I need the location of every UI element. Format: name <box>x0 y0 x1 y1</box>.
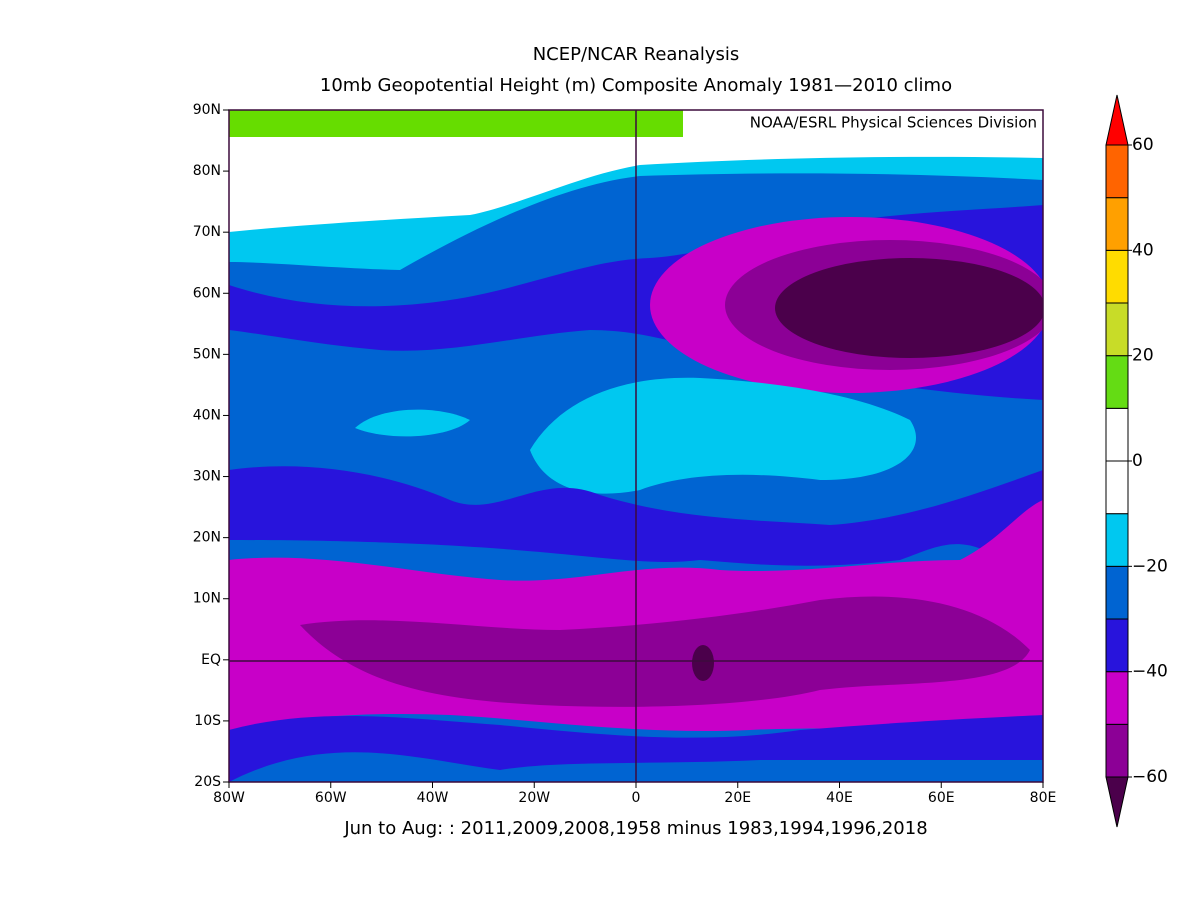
y-tick-label: 20S <box>194 774 221 790</box>
colorbar-end <box>1105 776 1129 828</box>
subtitle: 10mb Geopotential Height (m) Composite A… <box>320 75 952 96</box>
y-tick-label: 80N <box>193 163 221 179</box>
colorbar-box <box>1105 249 1129 304</box>
colorbar-box <box>1105 460 1129 515</box>
colorbar-box <box>1105 302 1129 357</box>
y-tick-label: 30N <box>193 469 221 485</box>
y-tick-label: EQ <box>201 652 221 668</box>
y-tick-label: 20N <box>193 530 221 546</box>
colorbar-box <box>1105 618 1129 673</box>
map-field <box>229 110 1043 782</box>
colorbar-label: 20 <box>1132 346 1154 366</box>
title: NCEP/NCAR Reanalysis <box>533 44 740 65</box>
colorbar-label: 60 <box>1132 135 1154 155</box>
x-tick-label: 60E <box>928 790 955 806</box>
attribution: NOAA/ESRL Physical Sciences Division <box>750 114 1037 132</box>
y-tick-label: 70N <box>193 224 221 240</box>
y-tick-label: 90N <box>193 102 221 118</box>
attribution-box <box>700 113 1040 133</box>
x-tick-label: 80W <box>213 790 245 806</box>
y-tick-label: 60N <box>193 285 221 301</box>
colorbar-label: 0 <box>1132 451 1143 471</box>
colorbar-label: −40 <box>1132 662 1168 682</box>
colorbar-box <box>1105 144 1129 199</box>
x-tick-label: 40E <box>826 790 853 806</box>
colorbar-box <box>1105 407 1129 462</box>
footer: Jun to Aug: : 2011,2009,2008,1958 minus … <box>343 818 927 839</box>
colorbar-label: −20 <box>1132 556 1168 576</box>
colorbar-label: 40 <box>1132 240 1154 260</box>
colorbar-label: −60 <box>1132 767 1168 787</box>
colorbar-box <box>1105 671 1129 725</box>
x-tick-label: 20E <box>724 790 751 806</box>
colorbar-box <box>1105 565 1129 620</box>
x-tick-label: 60W <box>315 790 347 806</box>
x-tick-label: 20W <box>518 790 550 806</box>
colorbar-box <box>1105 723 1129 778</box>
y-tick-label: 10N <box>193 591 221 607</box>
y-tick-label: 10S <box>194 713 221 729</box>
colorbar-box <box>1105 355 1129 409</box>
colorbar-box <box>1105 197 1129 251</box>
colorbar-end <box>1105 94 1129 146</box>
y-tick-label: 50N <box>193 346 221 362</box>
colorbar-box <box>1105 513 1129 567</box>
y-tick-label: 40N <box>193 407 221 423</box>
x-tick-label: 80E <box>1030 790 1057 806</box>
x-tick-label: 0 <box>632 790 641 806</box>
x-tick-label: 40W <box>417 790 449 806</box>
